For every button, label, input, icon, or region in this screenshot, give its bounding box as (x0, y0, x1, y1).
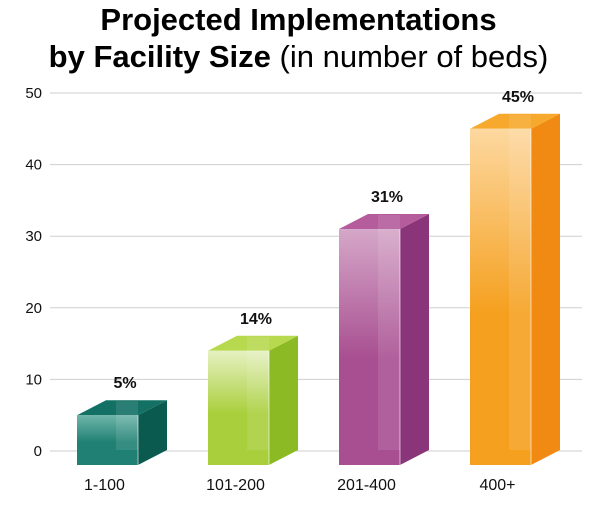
bar-201-400 (339, 214, 429, 465)
x-category-label-400+: 400+ (479, 477, 515, 494)
bar-inner-highlight (509, 114, 531, 451)
chart-title-line2-bold: by Facility Size (48, 39, 271, 74)
y-tick-label-0: 0 (34, 443, 42, 460)
bar-side-face (138, 400, 167, 465)
bar-top-face (470, 113, 560, 129)
bar-front-face (339, 229, 400, 465)
chart-title-line2: by Facility Size (in number of beds) (0, 38, 597, 76)
x-category-label-1-100: 1-100 (84, 477, 125, 494)
y-tick-label-20: 20 (25, 300, 42, 317)
bar-400+ (470, 113, 560, 466)
bar-top-face (208, 335, 298, 351)
bar-top-face (77, 400, 167, 416)
bar-front-face (77, 415, 138, 465)
y-tick-label-40: 40 (25, 157, 42, 174)
data-label-400+: 45% (502, 89, 534, 106)
data-label-1-100: 5% (113, 375, 136, 392)
x-category-label-101-200: 101-200 (206, 477, 265, 494)
chart-title: Projected Implementations by Facility Si… (0, 2, 597, 76)
data-label-101-200: 14% (240, 311, 272, 328)
bar-front-face (470, 128, 531, 466)
bar-side-face (531, 113, 560, 466)
bar-side-face (269, 335, 298, 465)
x-category-label-201-400: 201-400 (337, 477, 396, 494)
y-tick-label-10: 10 (25, 371, 42, 388)
bar-101-200 (208, 335, 298, 465)
bar-1-100 (77, 400, 167, 465)
bar-inner-highlight (378, 215, 400, 450)
bar-side-face (400, 214, 429, 465)
y-tick-label-50: 50 (25, 85, 42, 102)
bar-top-face (339, 214, 429, 230)
y-tick-label-30: 30 (25, 228, 42, 245)
chart-title-line2-light: (in number of beds) (270, 39, 549, 74)
data-label-201-400: 31% (371, 189, 403, 206)
bar-inner-highlight (116, 401, 138, 450)
bar-front-face (208, 350, 269, 465)
chart-title-line1: Projected Implementations (100, 2, 497, 37)
bar-inner-highlight (247, 336, 269, 450)
